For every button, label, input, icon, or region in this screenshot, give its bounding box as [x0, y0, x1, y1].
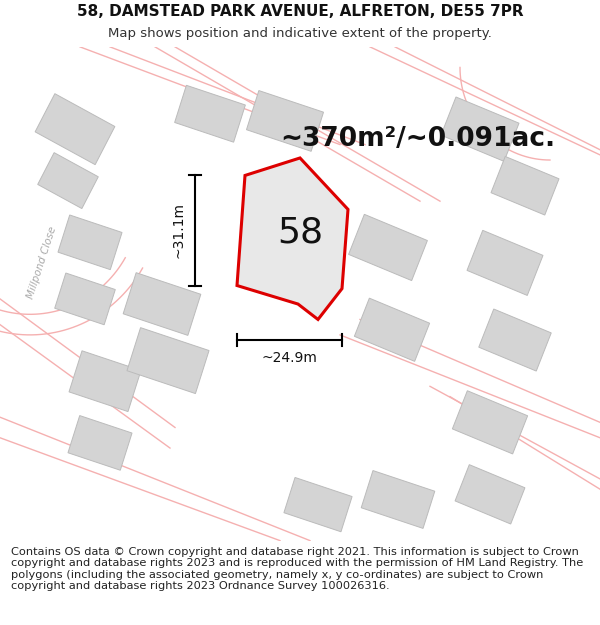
- Polygon shape: [55, 273, 115, 325]
- Polygon shape: [123, 272, 201, 336]
- Polygon shape: [355, 298, 430, 361]
- Polygon shape: [467, 231, 543, 296]
- Polygon shape: [349, 214, 427, 281]
- Text: ~24.9m: ~24.9m: [262, 351, 317, 364]
- Text: ~31.1m: ~31.1m: [171, 202, 185, 259]
- Polygon shape: [479, 309, 551, 371]
- Text: Millpond Close: Millpond Close: [26, 226, 58, 300]
- Polygon shape: [247, 91, 323, 151]
- Polygon shape: [491, 156, 559, 215]
- Text: 58: 58: [277, 215, 323, 249]
- Polygon shape: [35, 94, 115, 164]
- Polygon shape: [441, 97, 519, 161]
- Polygon shape: [68, 416, 132, 470]
- Polygon shape: [69, 351, 141, 412]
- Text: ~370m²/~0.091ac.: ~370m²/~0.091ac.: [280, 126, 555, 152]
- Polygon shape: [284, 478, 352, 532]
- Text: Contains OS data © Crown copyright and database right 2021. This information is : Contains OS data © Crown copyright and d…: [11, 546, 583, 591]
- Polygon shape: [237, 158, 348, 319]
- Polygon shape: [38, 152, 98, 209]
- Polygon shape: [455, 464, 525, 524]
- Text: Map shows position and indicative extent of the property.: Map shows position and indicative extent…: [108, 28, 492, 40]
- Text: 58, DAMSTEAD PARK AVENUE, ALFRETON, DE55 7PR: 58, DAMSTEAD PARK AVENUE, ALFRETON, DE55…: [77, 4, 523, 19]
- Polygon shape: [452, 391, 527, 454]
- Polygon shape: [361, 471, 435, 528]
- Polygon shape: [175, 85, 245, 142]
- Polygon shape: [58, 215, 122, 269]
- Polygon shape: [127, 328, 209, 394]
